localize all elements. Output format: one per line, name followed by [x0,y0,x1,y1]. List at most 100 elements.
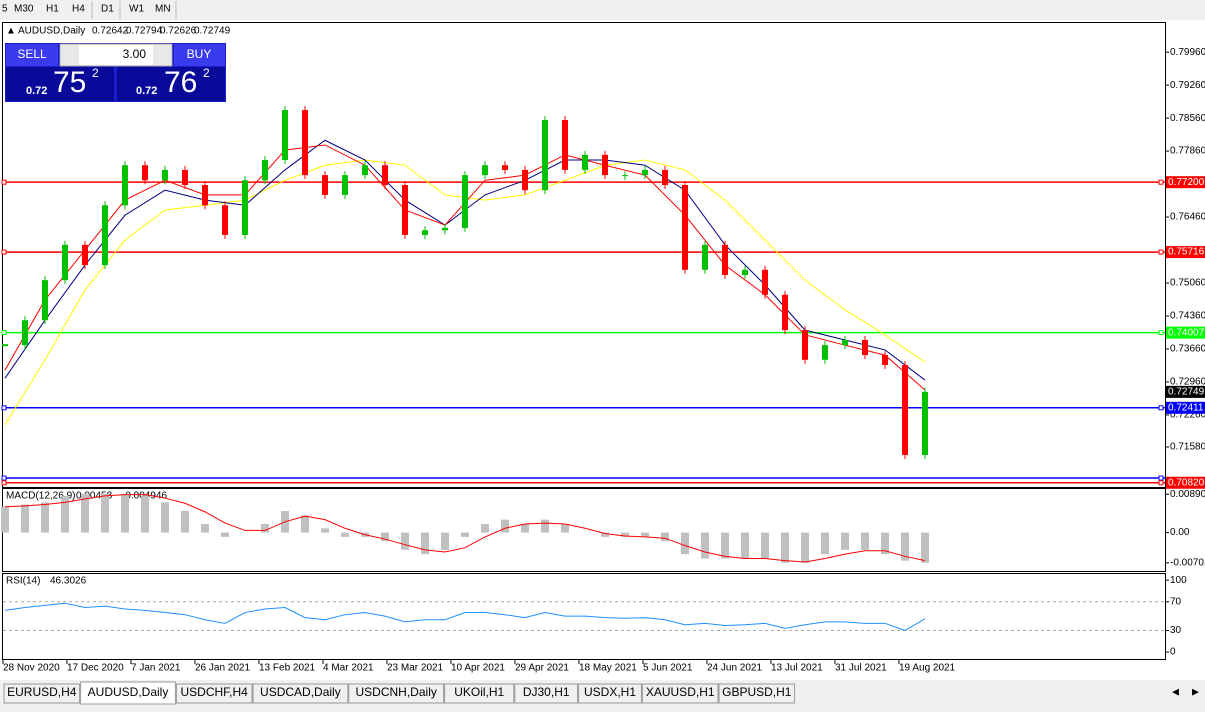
x-tick-label: 31 Jul 2021 [835,663,887,674]
tab-label[interactable]: USDCAD,Daily [260,685,341,699]
macd-bar [761,532,769,559]
hline-label: 0.77200 [1168,177,1205,188]
tab[interactable] [80,681,176,705]
timeframe[interactable]: H1 [46,4,59,15]
macd-bar [121,493,129,533]
candle [182,169,188,186]
candle [702,244,708,270]
tab-label[interactable]: UKOil,H1 [454,685,504,699]
macd-bar [881,532,889,555]
current-price: 0.72749 [1168,387,1205,398]
buy-button[interactable] [174,44,225,66]
tab-label[interactable]: XAUUSD,H1 [646,685,715,699]
macd-bar [221,532,229,537]
volume[interactable]: 3.00 [123,47,147,61]
ohlc-value: 0.72749 [194,26,231,37]
timeframe[interactable]: 5 [2,4,8,15]
macd-bar [41,502,49,533]
tab[interactable] [578,683,642,704]
timeframe[interactable]: H4 [72,4,85,15]
macd-bar [21,504,29,533]
candle [342,175,348,195]
macd-bar [721,532,729,559]
y-tick-label: 0.78560 [1170,113,1205,124]
main-pane [2,22,1166,488]
candle [562,119,568,170]
buy-label[interactable]: BUY [187,47,212,61]
symbol: AUDUSD,Daily [18,26,85,37]
tab-label[interactable]: DJ30,H1 [523,685,570,699]
tab[interactable] [348,683,445,704]
macd-main: 0.00458 [76,491,113,502]
hline-label-bg [1166,326,1205,339]
hline-handle [1,249,7,255]
hline-label: 0.70820 [1168,477,1205,488]
macd-bar [461,532,469,537]
chart-window [0,20,1205,680]
x-tick-label: 18 May 2021 [579,663,637,674]
candle [802,330,808,360]
tab[interactable] [718,683,796,704]
current-price-bg [1166,385,1205,398]
macd-bar [401,532,409,550]
tab-label[interactable]: USDCNH,Daily [356,685,437,699]
tab[interactable] [252,683,349,704]
bid-box[interactable] [6,67,114,101]
candle [462,175,468,228]
macd-bar [521,523,529,533]
timeframe[interactable]: W1 [129,4,144,15]
tab[interactable] [444,683,515,704]
timeframe[interactable]: D1 [101,4,114,15]
hline-handle [1,179,7,185]
candle [262,160,268,181]
scroll-right[interactable]: ▶ [1192,686,1199,696]
macd-bar [1,506,9,533]
candle [602,154,608,176]
spin-down[interactable] [61,45,79,65]
sell-button[interactable] [6,44,58,66]
candle [502,165,508,170]
collapse-icon[interactable]: ▲ [6,26,16,37]
ohlc-value: 0.72642 [92,26,129,37]
hline-label-bg [1166,476,1205,489]
macd-bar [921,532,929,563]
macd-bar [141,495,149,533]
tab[interactable] [175,683,253,704]
sell-label[interactable]: SELL [17,47,47,61]
spin-up[interactable] [153,45,171,65]
candle [202,185,208,206]
y-tick-label: 0.72960 [1170,377,1205,388]
scroll-left[interactable]: ◀ [1172,686,1179,696]
tab-label[interactable]: GBPUSD,H1 [722,685,792,699]
macd-bar [301,515,309,533]
bid-pips: 75 [53,66,86,99]
x-tick-label: 5 Jun 2021 [643,663,693,674]
macd-bar [341,532,349,537]
ohlc-value: 0.72626 [160,26,197,37]
macd-bar [541,519,549,533]
tab-label[interactable]: AUDUSD,Daily [88,685,169,699]
y-tick-label: 0.77860 [1170,146,1205,157]
timeframe[interactable]: MN [155,4,171,15]
tab[interactable] [641,683,719,704]
ask-box[interactable] [117,67,225,101]
rsi-title: RSI(14) [6,576,40,587]
timeframe[interactable]: M30 [14,4,34,15]
volume-box[interactable] [59,43,173,67]
macd-bar [781,532,789,563]
y-tick-label: 0.79960 [1170,47,1205,58]
y-tick-label: 0.73660 [1170,344,1205,355]
tab-label[interactable]: USDCHF,H4 [181,685,249,699]
macd-bar [161,502,169,533]
ask-big: 0.72 [136,85,157,97]
tab[interactable] [3,683,81,704]
candle [622,175,628,177]
tab[interactable] [514,683,579,704]
candle [102,205,108,266]
candle [922,391,928,455]
x-tick-label: 29 Apr 2021 [515,663,569,674]
y-tick-label: 0 [1170,647,1176,658]
tab-label[interactable]: USDX,H1 [584,685,636,699]
tab-label[interactable]: EURUSD,H4 [7,685,77,699]
x-tick-label: 7 Jan 2021 [131,663,181,674]
